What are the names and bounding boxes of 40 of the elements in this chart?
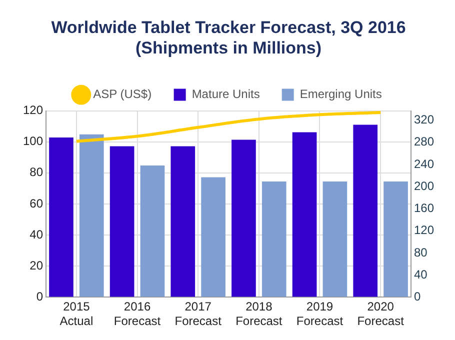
- bar: [140, 165, 165, 297]
- x-tick-label: 2020 Forecast: [357, 300, 405, 328]
- y-tick-label: 60: [30, 196, 44, 210]
- y2-tick-label: 240: [414, 156, 434, 171]
- x-tick-label: 2017 Forecast: [174, 300, 222, 328]
- bar: [110, 146, 134, 297]
- bar: [262, 181, 286, 297]
- bar: [322, 181, 348, 297]
- bar: [292, 132, 317, 297]
- y-tick-label: 80: [30, 165, 44, 180]
- y2-tick-label: 160: [414, 201, 434, 216]
- y2-tick-label: 200: [414, 178, 434, 193]
- legend-label: Mature Units: [192, 87, 260, 102]
- y2-tick-label: 0: [414, 290, 421, 304]
- y2-tick-label: 320: [414, 112, 434, 127]
- bar: [170, 146, 196, 297]
- bar: [201, 177, 226, 297]
- y2-tick-label: 40: [414, 267, 428, 282]
- line-series: [74, 110, 382, 143]
- bar: [353, 124, 378, 297]
- x-tick-label: 2016 Forecast: [114, 300, 162, 328]
- x-tick-label: 2018 Forecast: [236, 300, 283, 328]
- y2-tick-label: 80: [414, 245, 428, 260]
- bar: [232, 140, 256, 297]
- bar: [79, 134, 104, 297]
- y-tick-label: 20: [30, 258, 44, 272]
- legend-label: ASP (US$): [93, 87, 152, 102]
- y-tick-label: 0: [36, 290, 44, 304]
- x-tick-label: 2015 Actual: [60, 300, 94, 328]
- legend-label: Emerging Units: [300, 87, 382, 102]
- bar: [49, 138, 74, 297]
- y-tick-label: 100: [22, 134, 44, 148]
- text: (Shipments in Millions): [135, 38, 322, 58]
- y-tick-label: 120: [22, 103, 44, 118]
- y-tick-label: 40: [30, 227, 44, 242]
- y2-tick-label: 120: [414, 223, 434, 238]
- text: Worldwide Tablet Tracker Forecast, 3Q 2016: [51, 18, 406, 37]
- bar: [384, 181, 408, 297]
- y2-tick-label: 280: [414, 134, 434, 149]
- x-tick-label: 2019 Forecast: [296, 300, 344, 328]
